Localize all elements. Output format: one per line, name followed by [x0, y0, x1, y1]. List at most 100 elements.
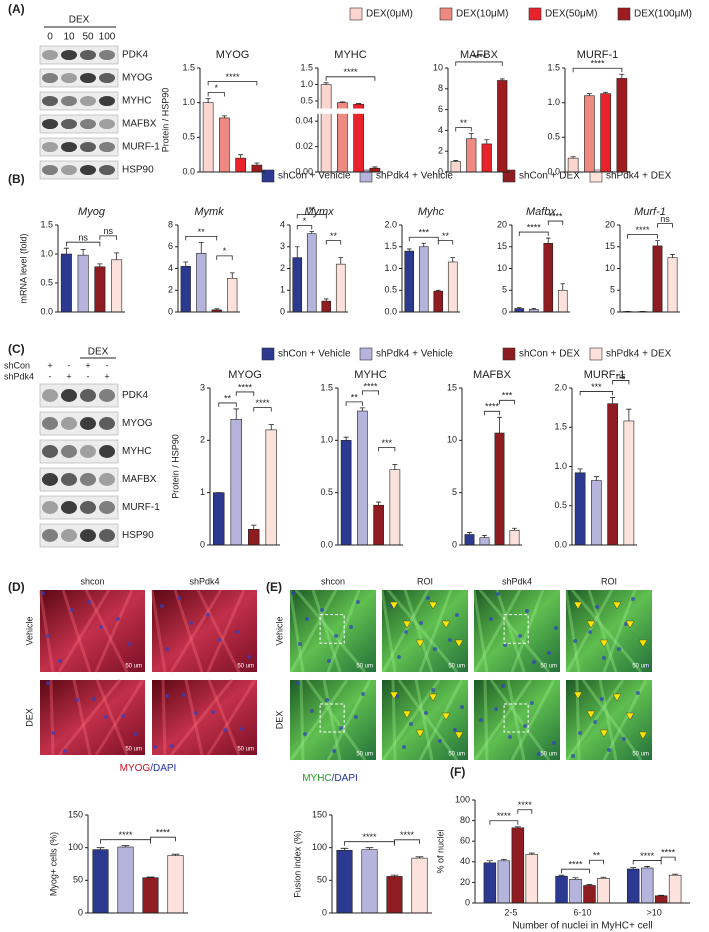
error-bar	[340, 847, 349, 851]
significance-bracket	[65, 241, 101, 247]
lane-mark: -	[68, 360, 71, 370]
nucleus	[554, 626, 558, 630]
scale-label: 50 um	[356, 664, 373, 670]
bar	[265, 429, 277, 546]
nucleus	[404, 630, 408, 634]
error-bar	[486, 860, 493, 863]
column-label: shcon	[321, 576, 345, 586]
bar	[94, 266, 106, 313]
nucleus	[92, 697, 96, 701]
blot-strip	[39, 68, 119, 88]
nucleus	[356, 600, 360, 604]
y-tick-label: 1	[200, 487, 205, 497]
nucleus	[310, 709, 314, 713]
significance-label: ns	[616, 371, 626, 381]
significance-bracket	[499, 399, 515, 405]
roi-marker	[389, 691, 399, 700]
chart-title: MURF-1	[584, 369, 626, 381]
nucleus	[218, 638, 222, 642]
significance-bracket	[253, 407, 272, 412]
error-bar	[146, 876, 155, 878]
panel-label: (B)	[8, 172, 25, 186]
significance-bracket	[612, 380, 630, 385]
blot-strip	[39, 383, 119, 408]
fiber	[169, 589, 223, 673]
error-bar	[392, 464, 398, 470]
blot-band	[80, 501, 96, 514]
y-tick-label: 4	[168, 263, 173, 273]
y-tick-label: 0	[502, 306, 507, 316]
lane-mark: +	[66, 371, 71, 381]
panel-label: (F)	[450, 765, 465, 779]
y-tick-label: 10	[433, 62, 443, 72]
nucleus	[296, 681, 300, 685]
significance-label: *	[223, 246, 227, 256]
lane-mark: +	[47, 360, 52, 370]
nucleus	[133, 732, 137, 736]
y-tick-label: 1.5	[554, 422, 567, 432]
nucleus	[305, 617, 309, 621]
bar	[483, 862, 497, 904]
nucleus	[552, 741, 556, 745]
column-label: ROI	[417, 576, 433, 586]
band-label: HSP90	[122, 530, 154, 541]
dose-label: 100	[99, 32, 116, 43]
blot-strip	[39, 91, 119, 111]
nucleus	[588, 630, 592, 634]
chart-title: MURF-1	[577, 49, 619, 61]
nucleus	[600, 697, 604, 701]
scale-label: 50 um	[356, 752, 373, 758]
bar	[514, 308, 525, 313]
fiber	[418, 589, 453, 673]
blot-band	[80, 445, 96, 458]
significance-label: ****	[255, 398, 270, 408]
dose-label: 10	[63, 32, 75, 43]
chart-title: Mymk	[194, 206, 224, 218]
nucleus	[593, 720, 597, 724]
blot-band	[42, 417, 58, 430]
lane-mark: -	[49, 371, 52, 381]
error-bar	[233, 408, 239, 420]
bar	[292, 257, 303, 313]
stain-label: MYOG/DAPI	[120, 763, 177, 774]
error-bar	[558, 874, 565, 877]
bar	[569, 879, 582, 904]
bar	[230, 419, 242, 546]
nucleus	[503, 643, 507, 647]
y-tick-label: 10	[497, 263, 507, 273]
fiber	[169, 679, 234, 756]
nucleus	[537, 752, 541, 756]
y-tick-label: 0.5	[300, 95, 313, 105]
roi-marker	[389, 601, 399, 610]
error-bar	[586, 93, 592, 96]
fiber	[381, 679, 441, 761]
error-bar	[586, 884, 593, 886]
error-bar	[390, 874, 399, 877]
y-tick-label: 0	[200, 539, 205, 549]
y-tick-label: 2	[168, 285, 173, 295]
micrograph	[474, 680, 560, 760]
nucleus	[46, 634, 50, 638]
blot-band	[61, 49, 77, 61]
significance-bracket	[296, 225, 313, 230]
bar	[567, 157, 579, 173]
significance-bracket	[489, 820, 519, 825]
nucleus	[530, 701, 534, 705]
error-bar	[80, 248, 86, 256]
blot-band	[42, 529, 58, 542]
y-tick-label: 0	[78, 907, 83, 917]
roi-box	[503, 703, 529, 733]
significance-label: ****	[635, 225, 650, 235]
y-tick-label: 6	[438, 104, 443, 114]
error-bar	[183, 261, 189, 267]
error-bar	[484, 139, 490, 144]
significance-label: ***	[418, 228, 429, 238]
blot-band	[99, 118, 115, 130]
y-tick-label: 10	[447, 435, 457, 445]
y-tick-label: 0	[438, 166, 443, 176]
y-axis-label: mRNA level (fold)	[18, 233, 28, 303]
nucleus	[235, 630, 239, 634]
significance-bracket	[207, 92, 225, 97]
roi-marker	[402, 710, 412, 719]
fiber	[311, 589, 342, 673]
